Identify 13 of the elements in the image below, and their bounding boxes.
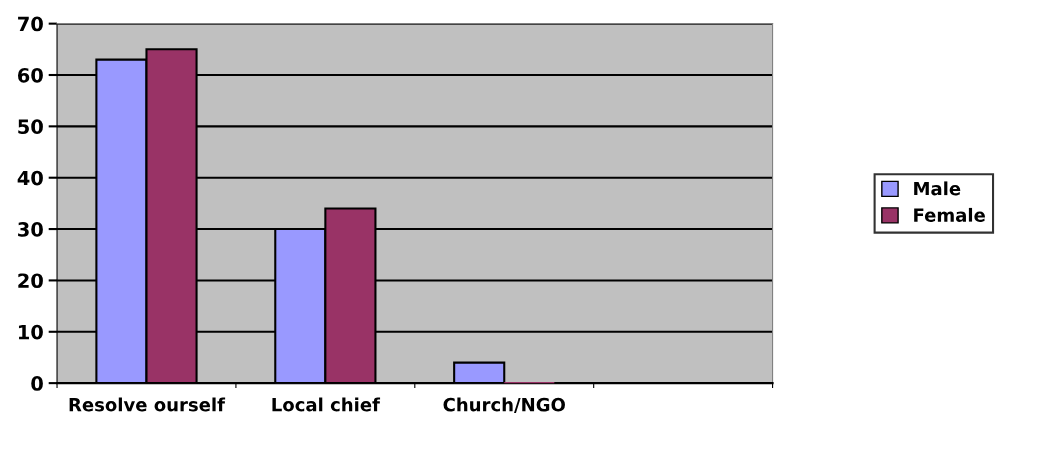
x-tick-label: Church/NGO [443,397,565,413]
y-tick-label: 20 [18,273,43,289]
y-tick-label: 10 [18,324,43,340]
y-tick-label: 30 [18,222,43,237]
legend-label: Female [914,207,985,222]
x-tick-label: Local chief [272,397,381,412]
y-tick-label: 70 [18,16,43,32]
y-tick-label: 40 [17,170,43,186]
y-tick-label: 0 [31,376,43,391]
y-tick-label: 60 [17,67,43,83]
y-tick-label: 50 [18,119,43,135]
x-tick-label: Resolve ourself [69,397,226,412]
legend-label: Male [914,181,961,196]
